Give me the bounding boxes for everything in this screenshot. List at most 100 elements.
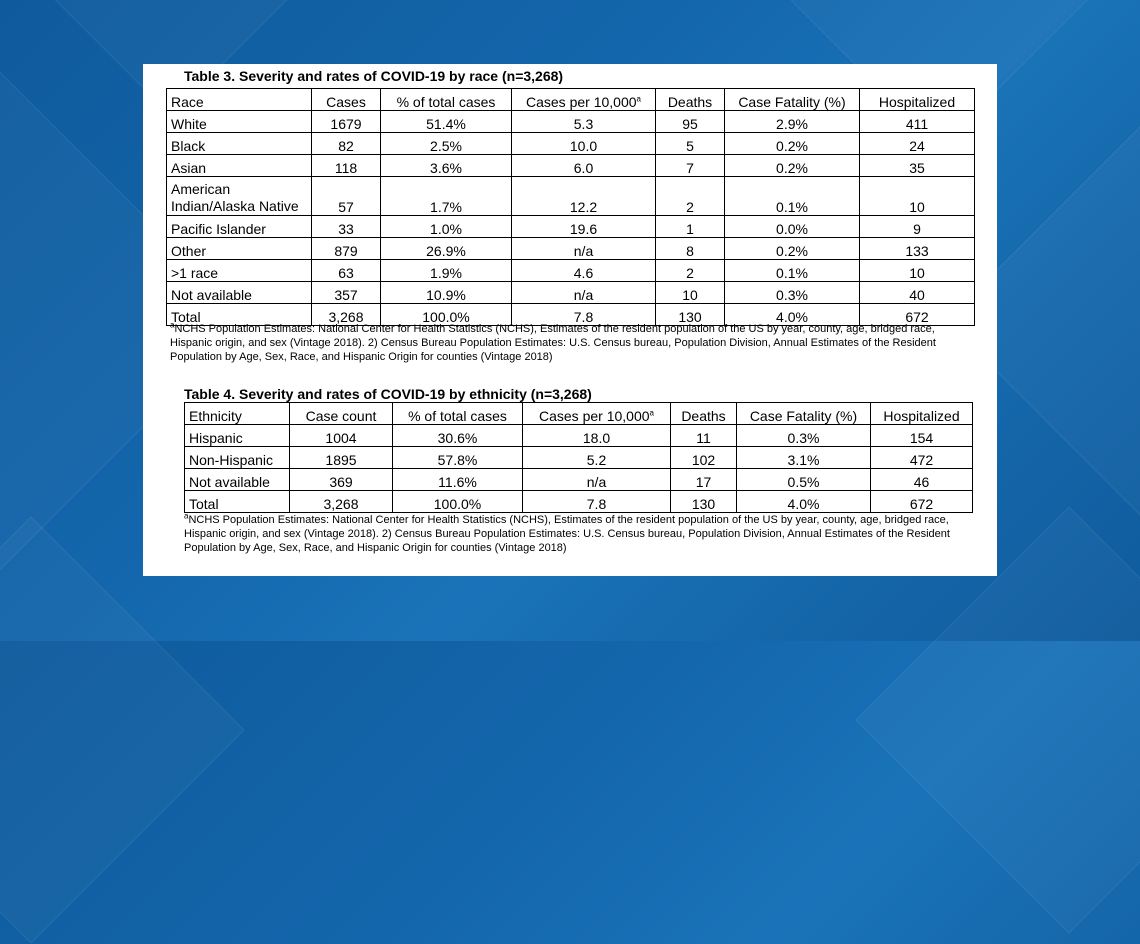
percent-cell: 26.9% <box>380 237 512 260</box>
percent-cell: 1.9% <box>380 259 512 282</box>
table3-header-hospitalized: Hospitalized <box>859 88 975 111</box>
rate-cell: 18.0 <box>522 424 671 447</box>
deaths-cell: 130 <box>655 303 725 326</box>
deaths-cell: 1 <box>655 215 725 238</box>
table-row: Asian 118 3.6% 6.0 7 0.2% 35 <box>166 154 975 177</box>
race-cell: Asian <box>166 154 312 177</box>
cases-cell: 82 <box>311 132 381 155</box>
cases-cell: 1679 <box>311 110 381 133</box>
percent-cell: 57.8% <box>392 446 523 469</box>
percent-cell: 10.9% <box>380 281 512 304</box>
cases-cell: 357 <box>311 281 381 304</box>
table-row: Non-Hispanic 1895 57.8% 5.2 102 3.1% 472 <box>184 446 973 469</box>
percent-cell: 11.6% <box>392 468 523 491</box>
hospitalized-cell: 472 <box>870 446 973 469</box>
race-cell: Other <box>166 237 312 260</box>
fatality-cell: 0.3% <box>724 281 860 304</box>
table4-footnote-sup: a <box>184 511 189 521</box>
fatality-cell: 0.1% <box>724 176 860 216</box>
table3-header-row: Race Cases % of total cases Cases per 10… <box>166 88 975 111</box>
percent-cell: 100.0% <box>392 490 523 513</box>
rate-cell: 5.2 <box>522 446 671 469</box>
hospitalized-cell: 154 <box>870 424 973 447</box>
table-row: Pacific Islander 33 1.0% 19.6 1 0.0% 9 <box>166 215 975 238</box>
table4-ethnicity: Ethnicity Case count % of total cases Ca… <box>184 402 973 513</box>
deaths-cell: 2 <box>655 259 725 282</box>
deaths-cell: 8 <box>655 237 725 260</box>
hospitalized-cell: 46 <box>870 468 973 491</box>
deaths-cell: 10 <box>655 281 725 304</box>
table4-header-rate: Cases per 10,000a <box>522 402 671 425</box>
hospitalized-cell: 35 <box>859 154 975 177</box>
rate-cell: n/a <box>511 281 656 304</box>
rate-cell: 10.0 <box>511 132 656 155</box>
fatality-cell: 4.0% <box>724 303 860 326</box>
table3-header-percent: % of total cases <box>380 88 512 111</box>
race-cell: Total <box>166 303 312 326</box>
percent-cell: 100.0% <box>380 303 512 326</box>
cases-cell: 879 <box>311 237 381 260</box>
hospitalized-cell: 10 <box>859 176 975 216</box>
rate-cell: 19.6 <box>511 215 656 238</box>
table4-title: Table 4. Severity and rates of COVID-19 … <box>184 386 592 402</box>
table3-footnote: aNCHS Population Estimates: National Cen… <box>170 321 970 364</box>
hospitalized-cell: 10 <box>859 259 975 282</box>
table4-header-percent: % of total cases <box>392 402 523 425</box>
percent-cell: 1.0% <box>380 215 512 238</box>
deaths-cell: 17 <box>670 468 737 491</box>
percent-cell: 2.5% <box>380 132 512 155</box>
fatality-cell: 3.1% <box>736 446 871 469</box>
table-row: Not available 369 11.6% n/a 17 0.5% 46 <box>184 468 973 491</box>
fatality-cell: 0.5% <box>736 468 871 491</box>
hospitalized-cell: 672 <box>870 490 973 513</box>
deaths-cell: 130 <box>670 490 737 513</box>
fatality-cell: 2.9% <box>724 110 860 133</box>
table3-race: Race Cases % of total cases Cases per 10… <box>166 88 975 326</box>
race-cell: Black <box>166 132 312 155</box>
table-row: Not available 357 10.9% n/a 10 0.3% 40 <box>166 281 975 304</box>
table3-header-rate-sup: a <box>636 94 641 104</box>
fatality-cell: 0.2% <box>724 154 860 177</box>
document-page: Table 3. Severity and rates of COVID-19 … <box>143 64 997 576</box>
table4-footnote-text: NCHS Population Estimates: National Cent… <box>184 514 950 554</box>
table-row: Black 82 2.5% 10.0 5 0.2% 24 <box>166 132 975 155</box>
rate-cell: 7.8 <box>522 490 671 513</box>
table-row: Other 879 26.9% n/a 8 0.2% 133 <box>166 237 975 260</box>
table4-header-row: Ethnicity Case count % of total cases Ca… <box>184 402 973 425</box>
race-cell: >1 race <box>166 259 312 282</box>
cases-cell: 57 <box>311 176 381 216</box>
ethnicity-cell: Hispanic <box>184 424 290 447</box>
table4-total-row: Total 3,268 100.0% 7.8 130 4.0% 672 <box>184 490 973 513</box>
deaths-cell: 102 <box>670 446 737 469</box>
percent-cell: 3.6% <box>380 154 512 177</box>
fatality-cell: 0.0% <box>724 215 860 238</box>
table3-title: Table 3. Severity and rates of COVID-19 … <box>184 68 564 84</box>
race-cell: White <box>166 110 312 133</box>
table4-header-ethnicity: Ethnicity <box>184 402 290 425</box>
table-row: >1 race 63 1.9% 4.6 2 0.1% 10 <box>166 259 975 282</box>
cases-cell: 33 <box>311 215 381 238</box>
table4-header-hospitalized: Hospitalized <box>870 402 973 425</box>
table-row: White 1679 51.4% 5.3 95 2.9% 411 <box>166 110 975 133</box>
hospitalized-cell: 40 <box>859 281 975 304</box>
race-cell: Not available <box>166 281 312 304</box>
rate-cell: 5.3 <box>511 110 656 133</box>
table3-total-row: Total 3,268 100.0% 7.8 130 4.0% 672 <box>166 303 975 326</box>
race-cell: American Indian/Alaska Native <box>166 176 312 216</box>
fatality-cell: 0.2% <box>724 237 860 260</box>
hospitalized-cell: 9 <box>859 215 975 238</box>
cases-cell: 369 <box>289 468 393 491</box>
table4-header-fatality: Case Fatality (%) <box>736 402 871 425</box>
ethnicity-cell: Non-Hispanic <box>184 446 290 469</box>
rate-cell: 6.0 <box>511 154 656 177</box>
deaths-cell: 5 <box>655 132 725 155</box>
table-row: Hispanic 1004 30.6% 18.0 11 0.3% 154 <box>184 424 973 447</box>
table4-footnote: aNCHS Population Estimates: National Cen… <box>184 511 954 555</box>
fatality-cell: 0.3% <box>736 424 871 447</box>
table4-header-count: Case count <box>289 402 393 425</box>
cases-cell: 63 <box>311 259 381 282</box>
race-cell: Pacific Islander <box>166 215 312 238</box>
cases-cell: 118 <box>311 154 381 177</box>
table3-header-deaths: Deaths <box>655 88 725 111</box>
table3-header-rate: Cases per 10,000a <box>511 88 656 111</box>
